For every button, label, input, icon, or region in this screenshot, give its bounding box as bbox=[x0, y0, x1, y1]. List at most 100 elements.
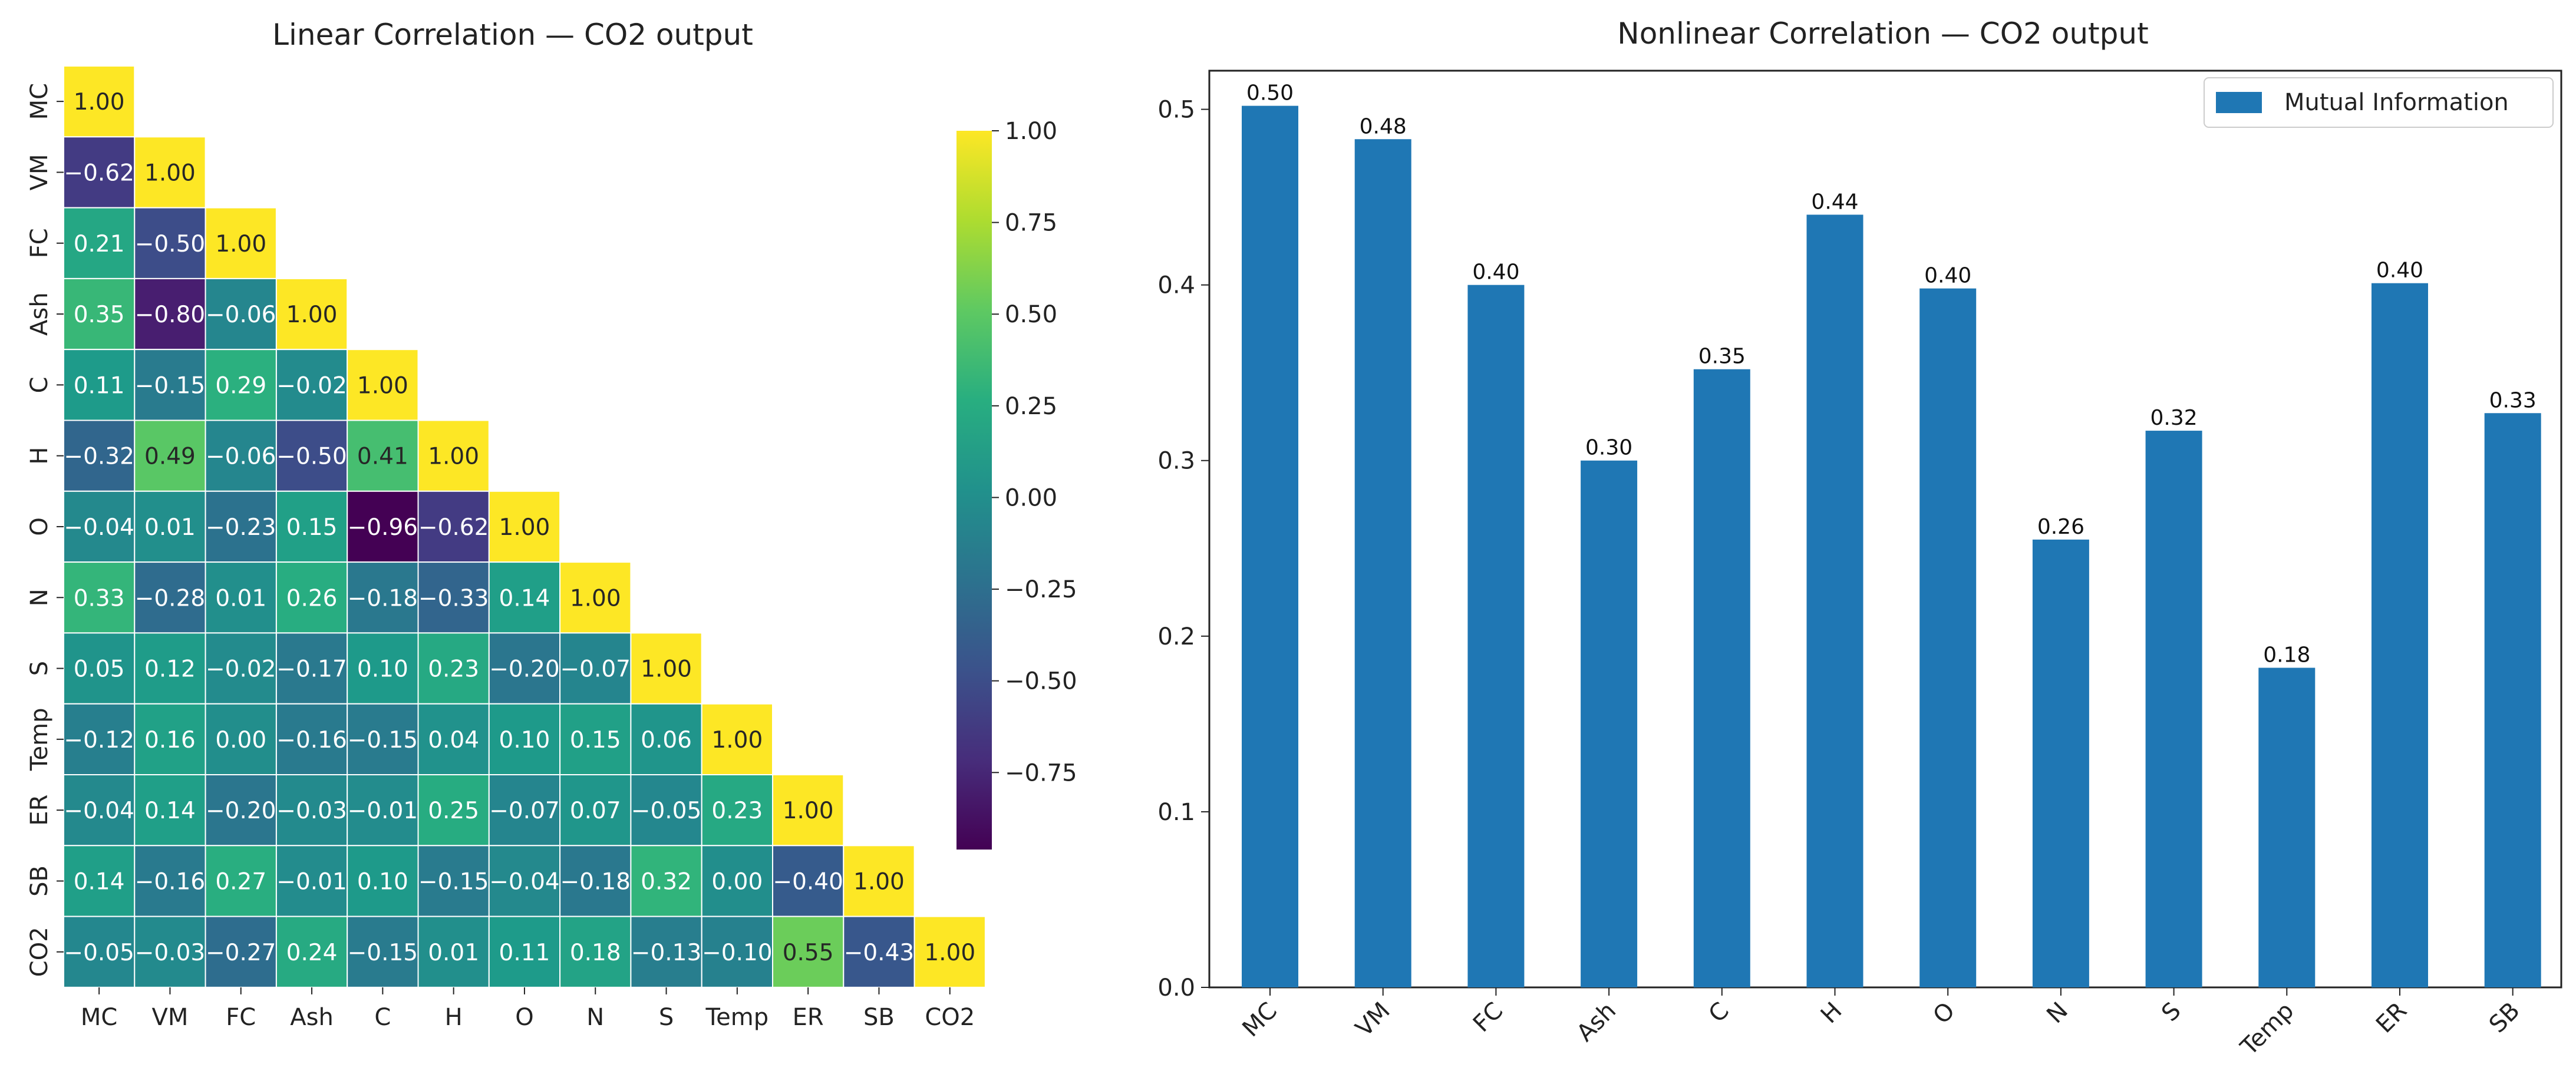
heatmap-cell-ER-MC bbox=[63, 774, 136, 847]
heatmap-y-label-VM: VM bbox=[26, 154, 53, 191]
heatmap-cell-value-H-FC: −0.06 bbox=[206, 444, 276, 470]
heatmap-cell-value-O-VM: 0.01 bbox=[144, 514, 196, 541]
heatmap-cell-value-O-H: −0.62 bbox=[418, 514, 489, 541]
heatmap-cell-value-S-FC: −0.02 bbox=[206, 656, 276, 683]
heatmap-cell-value-S-VM: 0.12 bbox=[144, 656, 196, 683]
heatmap-cell-value-C-MC: 0.11 bbox=[74, 372, 125, 399]
heatmap-cell-value-FC-MC: 0.21 bbox=[74, 231, 125, 257]
heatmap-cell-ER-ER bbox=[772, 774, 845, 847]
heatmap-cell-value-S-C: 0.10 bbox=[357, 656, 408, 683]
heatmap-title: Linear Correlation — CO2 output bbox=[272, 18, 753, 52]
heatmap-cell-value-Temp-MC: −0.12 bbox=[64, 727, 134, 753]
heatmap-cell-value-O-C: −0.96 bbox=[348, 514, 418, 541]
heatmap-cell-N-MC bbox=[63, 561, 136, 634]
heatmap-cell-S-H bbox=[417, 632, 490, 705]
heatmap-cell-value-C-VM: −0.15 bbox=[135, 372, 206, 399]
heatmap-cell-value-SB-C: 0.10 bbox=[357, 868, 408, 895]
heatmap-cell-value-Temp-H: 0.04 bbox=[428, 727, 479, 753]
heatmap-y-label-Temp: Temp bbox=[26, 708, 53, 772]
bar-C bbox=[1693, 369, 1750, 987]
bar-x-label-H: H bbox=[1816, 997, 1848, 1029]
bar-value-label-O: 0.40 bbox=[1924, 264, 1971, 288]
heatmap-cell-H-VM bbox=[134, 419, 206, 492]
heatmap-cell-SB-H bbox=[417, 845, 490, 917]
heatmap-cell-value-CO2-S: −0.13 bbox=[631, 940, 702, 966]
heatmap-cell-ER-H bbox=[417, 774, 490, 847]
bar-value-label-ER: 0.40 bbox=[2376, 259, 2423, 283]
heatmap-cell-value-CO2-H: 0.01 bbox=[428, 940, 479, 966]
heatmap-cell-value-VM-MC: −0.62 bbox=[64, 160, 134, 186]
heatmap-cell-C-VM bbox=[134, 349, 206, 421]
heatmap-x-label-MC: MC bbox=[81, 1004, 117, 1031]
heatmap-cell-value-Temp-Ash: −0.16 bbox=[276, 727, 347, 753]
heatmap-y-label-N: N bbox=[26, 589, 53, 606]
bar-x-label-SB: SB bbox=[2484, 997, 2525, 1039]
heatmap-y-label-Ash: Ash bbox=[26, 292, 53, 336]
heatmap-cell-value-FC-FC: 1.00 bbox=[215, 231, 266, 257]
heatmap-y-label-H: H bbox=[26, 447, 53, 465]
colorbar-gradient bbox=[956, 131, 992, 850]
heatmap-cell-CO2-O bbox=[488, 916, 561, 988]
heatmap-x-label-O: O bbox=[515, 1004, 533, 1031]
heatmap-cell-value-CO2-MC: −0.05 bbox=[64, 940, 134, 966]
heatmap-cell-value-Temp-VM: 0.16 bbox=[144, 727, 196, 753]
heatmap-cell-S-O bbox=[488, 632, 561, 705]
bar-value-label-Temp: 0.18 bbox=[2263, 643, 2310, 667]
heatmap-cell-value-C-C: 1.00 bbox=[357, 372, 408, 399]
bar-panel: Nonlinear Correlation — CO2 output 0.00.… bbox=[1157, 16, 2562, 1062]
heatmap-cell-VM-MC bbox=[63, 136, 136, 209]
heatmap-cell-value-CO2-Temp: −0.10 bbox=[702, 940, 773, 966]
bar-ER bbox=[2371, 283, 2428, 987]
bar-H bbox=[1806, 214, 1863, 988]
heatmap-cell-value-SB-VM: −0.16 bbox=[135, 868, 206, 895]
heatmap-cell-N-N bbox=[559, 561, 632, 634]
heatmap-cell-Temp-S bbox=[630, 703, 702, 775]
heatmap-x-label-CO2: CO2 bbox=[925, 1004, 975, 1031]
bar-x-label-C: C bbox=[1704, 997, 1734, 1028]
heatmap-x-label-N: N bbox=[586, 1004, 604, 1031]
bar-x-label-ER: ER bbox=[2371, 997, 2412, 1039]
heatmap-cell-value-H-VM: 0.49 bbox=[144, 444, 196, 470]
heatmap-cell-value-S-Ash: −0.17 bbox=[276, 656, 347, 683]
heatmap-cell-value-SB-O: −0.04 bbox=[489, 868, 560, 895]
bar-FC bbox=[1467, 285, 1525, 987]
heatmap-x-label-S: S bbox=[659, 1004, 674, 1031]
bar-value-label-H: 0.44 bbox=[1811, 190, 1858, 214]
heatmap-cell-ER-S bbox=[630, 774, 702, 847]
heatmap-cell-SB-SB bbox=[843, 845, 915, 917]
heatmap-cell-S-S bbox=[630, 632, 702, 705]
heatmap-cell-Temp-Ash bbox=[275, 703, 348, 775]
heatmap-cell-C-Ash bbox=[275, 349, 348, 421]
bar-x-label-O: O bbox=[1928, 997, 1960, 1030]
heatmap-cell-CO2-S bbox=[630, 916, 702, 988]
heatmap-cell-Temp-N bbox=[559, 703, 632, 775]
heatmap-cell-value-ER-C: −0.01 bbox=[348, 798, 418, 824]
heatmap-x-label-Temp: Temp bbox=[705, 1004, 769, 1031]
heatmap-cell-value-CO2-FC: −0.27 bbox=[206, 940, 276, 966]
heatmap-cell-S-MC bbox=[63, 632, 136, 705]
heatmap-cell-value-MC-MC: 1.00 bbox=[74, 89, 125, 115]
bar-Ash bbox=[1581, 460, 1638, 987]
bar-series: 0.50 0.48 0.40 0.30 0.35 0.44 0.40 0.26 0.32 0.18… bbox=[1242, 81, 2541, 988]
bar-legend: Mutual Information bbox=[2204, 77, 2554, 128]
heatmap-cell-H-H bbox=[417, 419, 490, 492]
bar-y-tick-label: 0.4 bbox=[1157, 272, 1195, 299]
heatmap-cell-Ash-Ash bbox=[275, 277, 348, 351]
heatmap-y-label-C: C bbox=[26, 376, 53, 393]
heatmap-cell-value-C-FC: 0.29 bbox=[215, 372, 266, 399]
heatmap-cell-Temp-FC bbox=[205, 703, 277, 775]
colorbar-tick-label: −0.25 bbox=[1005, 576, 1077, 603]
bar-x-label-N: N bbox=[2041, 997, 2073, 1029]
heatmap-cell-value-S-H: 0.23 bbox=[428, 656, 479, 683]
heatmap-cell-value-CO2-SB: −0.43 bbox=[844, 940, 915, 966]
heatmap-y-label-FC: FC bbox=[26, 228, 53, 258]
heatmap-cell-value-Ash-VM: −0.80 bbox=[135, 302, 206, 328]
heatmap-cell-value-Ash-Ash: 1.00 bbox=[286, 302, 338, 328]
bar-x-label-Temp: Temp bbox=[2235, 997, 2300, 1062]
heatmap-cell-value-SB-S: 0.32 bbox=[641, 868, 692, 895]
heatmap-cell-value-CO2-CO2: 1.00 bbox=[924, 940, 975, 966]
heatmap-cell-value-CO2-O: 0.11 bbox=[499, 940, 550, 966]
heatmap-cell-Temp-C bbox=[347, 703, 419, 775]
heatmap-cell-O-MC bbox=[63, 490, 136, 563]
heatmap-cell-O-H bbox=[417, 490, 490, 563]
